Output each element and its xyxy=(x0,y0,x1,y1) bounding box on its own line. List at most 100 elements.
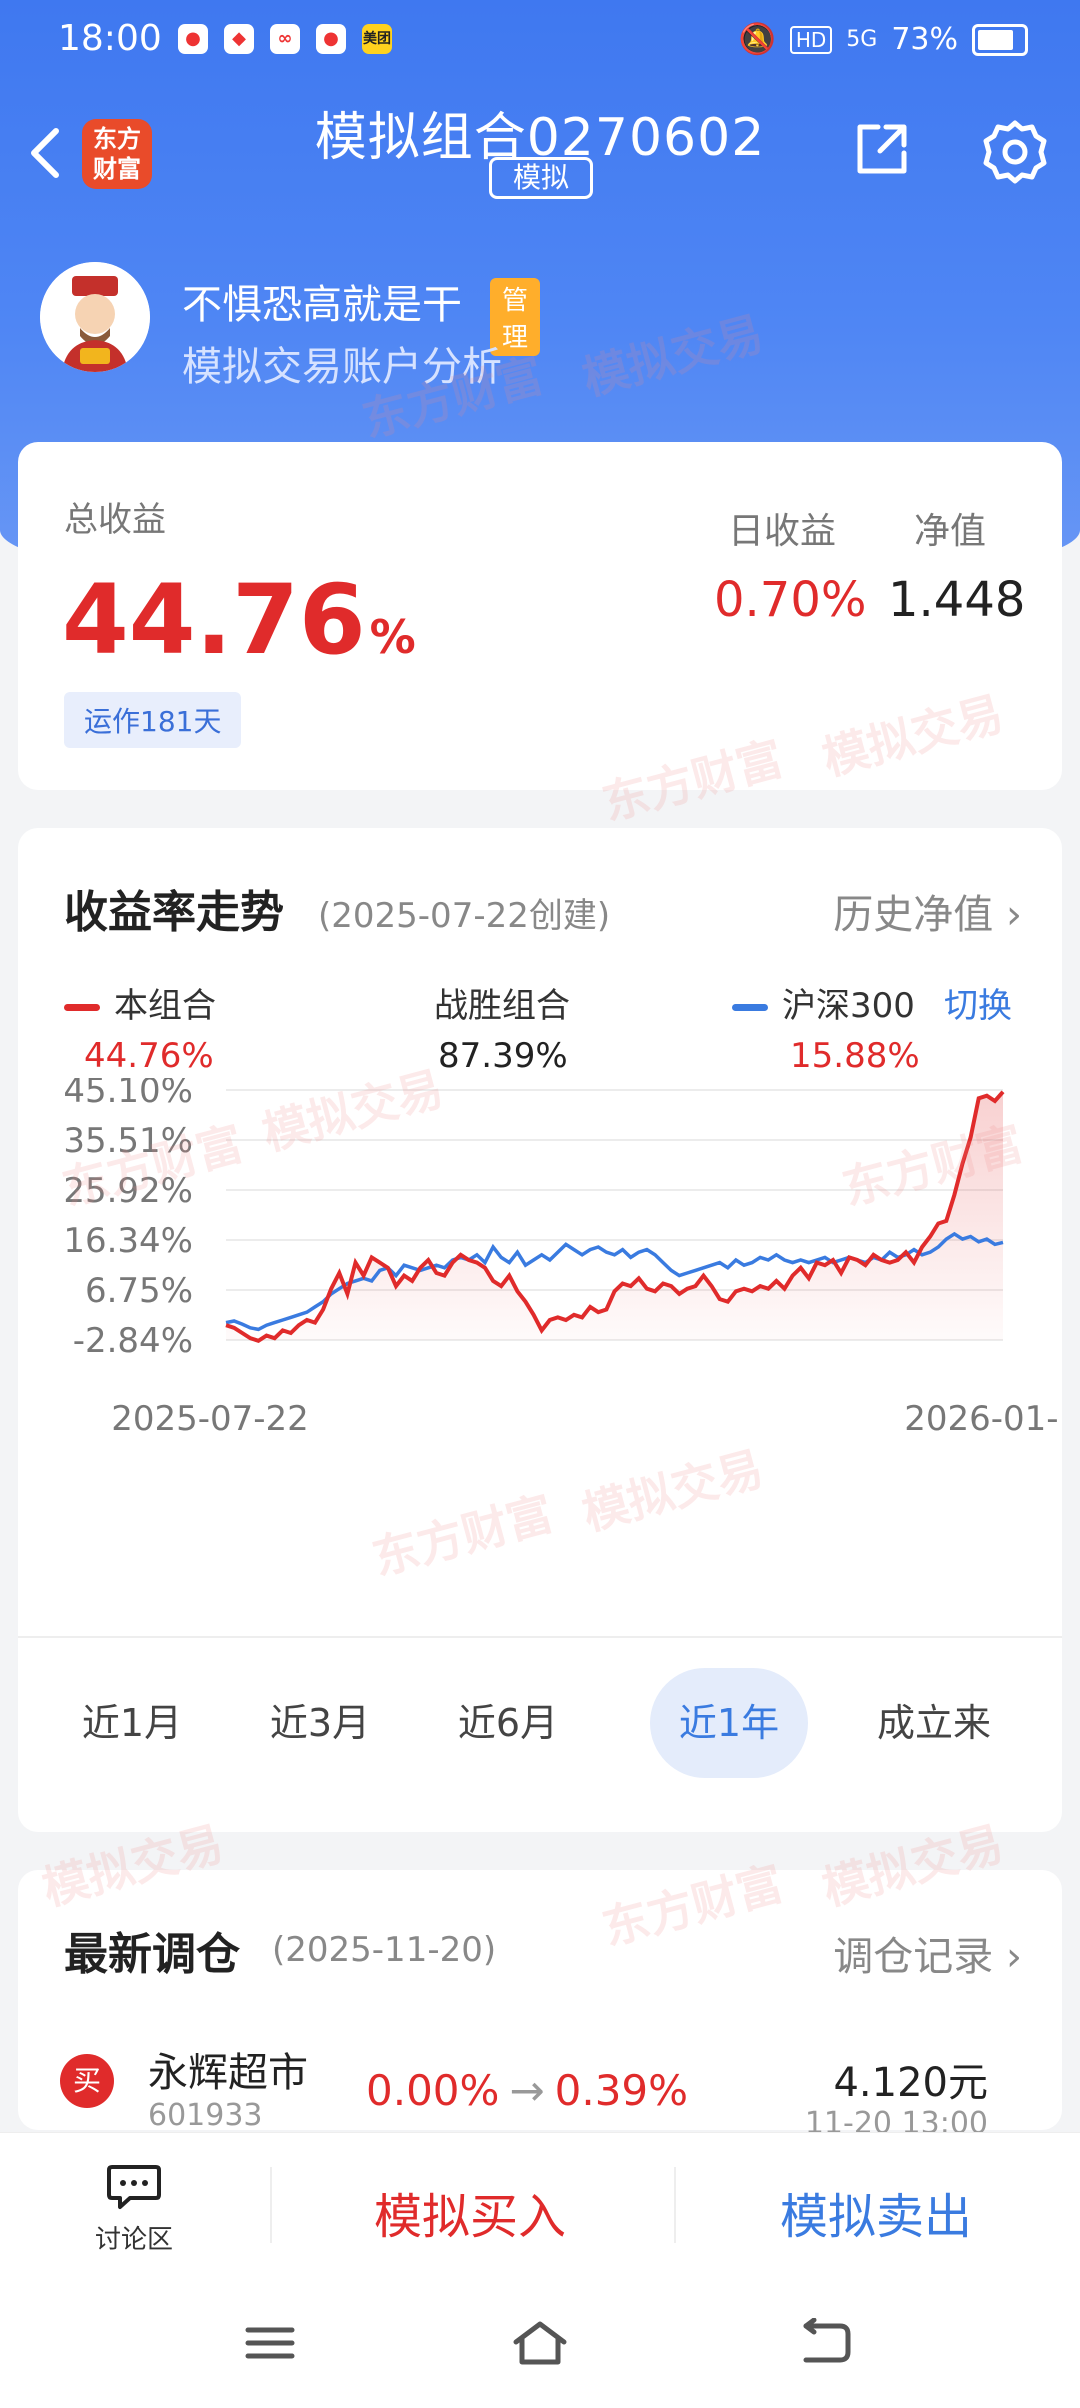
legend-beat: 战胜组合 87.39% xyxy=(434,978,570,1076)
legend-hs300[interactable]: 沪深300 15.88% xyxy=(732,978,920,1076)
chevron-right-icon: › xyxy=(1006,1934,1022,1980)
tab-1-month[interactable]: 近1月 xyxy=(81,1701,183,1745)
menu-nav-button[interactable] xyxy=(240,2318,300,2368)
status-time: 18:00 xyxy=(58,18,162,59)
trade-price: 4.120元 xyxy=(833,2060,988,2106)
rebalance-record-label: 调仓记录 xyxy=(833,1934,994,1980)
avatar[interactable] xyxy=(40,262,150,372)
avatar-image xyxy=(40,262,150,372)
tab-6-month[interactable]: 近6月 xyxy=(457,1701,559,1745)
simulation-tag: 模拟 xyxy=(489,157,593,199)
trend-card: 收益率走势 (2025-07-22创建) 历史净值 › 本组合 44.76% 战… xyxy=(18,828,1062,1832)
system-nav-bar xyxy=(0,2278,1080,2408)
x-tick-end: 2026-01-19 xyxy=(904,1399,1062,1438)
legend-portfolio-swatch xyxy=(64,1004,100,1011)
discussion-button[interactable]: 讨论区 xyxy=(70,2163,198,2256)
battery-percent: 73% xyxy=(891,22,958,57)
legend-portfolio[interactable]: 本组合 44.76% xyxy=(64,978,216,1076)
gear-icon xyxy=(983,120,1047,184)
notification-app-icon: ● xyxy=(178,24,208,54)
status-bar: 18:00 ● ◆ ∞ ● 美团 🔕 HD 5G 73% xyxy=(0,0,1080,90)
rebalance-date: (2025-11-20) xyxy=(272,1930,497,1970)
history-nav-link[interactable]: 历史净值 › xyxy=(833,882,1022,940)
tab-3-month[interactable]: 近3月 xyxy=(269,1701,371,1745)
nav-label: 净值 xyxy=(914,511,987,552)
chat-bubble-icon xyxy=(107,2165,161,2209)
nav-value: 1.448 xyxy=(888,572,1026,628)
notification-app-icon-2: ● xyxy=(316,24,346,54)
back-button[interactable] xyxy=(24,123,74,183)
chevron-right-icon: › xyxy=(1006,892,1022,938)
signal-icon: 5G xyxy=(846,27,878,52)
legend-portfolio-value: 44.76% xyxy=(84,1036,214,1076)
weight-change: 0.00% → 0.39% xyxy=(366,2066,688,2115)
bottom-action-bar: 讨论区 模拟买入 模拟卖出 xyxy=(0,2132,1080,2279)
x-tick-start: 2025-07-22 xyxy=(111,1399,309,1438)
separator xyxy=(270,2167,272,2243)
settings-button[interactable] xyxy=(980,117,1050,187)
battery-icon xyxy=(972,23,1028,56)
tab-since-inception[interactable]: 成立来 xyxy=(876,1701,991,1745)
back-nav-button[interactable] xyxy=(796,2317,856,2368)
y-tick-label: -2.84% xyxy=(73,1321,193,1361)
hd-icon: HD xyxy=(789,25,833,54)
period-tabs: 近1月 近3月 近6月 近1年 成立来 xyxy=(18,1668,1062,1778)
share-icon xyxy=(857,124,907,174)
map-app-icon: ◆ xyxy=(224,24,254,54)
y-tick-label: 35.51% xyxy=(63,1121,193,1161)
y-tick-label: 16.34% xyxy=(63,1221,193,1261)
menu-icon xyxy=(245,2327,295,2359)
chevron-left-icon xyxy=(31,128,59,178)
tab-1-year[interactable]: 近1年 xyxy=(650,1668,808,1778)
account-subtitle: 模拟交易账户分析 xyxy=(182,344,502,390)
discussion-label: 讨论区 xyxy=(94,2225,173,2255)
weight-from: 0.00% xyxy=(366,2066,500,2115)
legend-hs300-swatch xyxy=(732,1004,768,1011)
link-app-icon: ∞ xyxy=(270,24,300,54)
legend-hs300-name: 沪深300 xyxy=(782,986,915,1026)
status-app-icons: ● ◆ ∞ ● 美团 xyxy=(178,24,392,54)
series-line-portfolio xyxy=(225,1090,1005,1343)
arrow-right-icon: → xyxy=(509,2066,545,2115)
legend-beat-value: 87.39% xyxy=(438,1036,568,1076)
daily-return-label: 日收益 xyxy=(728,511,837,552)
trend-created-date: (2025-07-22创建) xyxy=(318,896,611,936)
return-chart[interactable]: 45.10% 35.51% 25.92% 16.34% 6.75% -2.84% 2025… xyxy=(18,1078,1062,1438)
total-return-unit: % xyxy=(369,610,416,664)
rebalance-title: 最新调仓 xyxy=(64,1929,240,1980)
simulate-sell-button[interactable]: 模拟卖出 xyxy=(779,2189,972,2245)
total-return-number: 44.76 xyxy=(62,564,366,676)
legend-hs300-value: 15.88% xyxy=(790,1036,920,1076)
summary-card: 总收益 44.76% 运作181天 日收益 净值 0.70% 1.448 xyxy=(18,442,1062,790)
divider xyxy=(18,1636,1062,1638)
legend-beat-name: 战胜组合 xyxy=(434,986,570,1026)
switch-benchmark-button[interactable]: 切换 xyxy=(944,986,1012,1026)
share-button[interactable] xyxy=(850,117,914,181)
simulate-buy-button[interactable]: 模拟买入 xyxy=(373,2189,566,2245)
weight-to: 0.39% xyxy=(554,2066,689,2115)
stock-code: 601933 xyxy=(148,2098,263,2133)
y-tick-label: 45.10% xyxy=(63,1078,193,1111)
trade-row[interactable]: 买 永辉超市 601933 0.00% → 0.39% 4.120元 11-20 1… xyxy=(18,2030,1062,2141)
home-nav-button[interactable] xyxy=(510,2318,570,2368)
return-icon xyxy=(803,2317,851,2363)
run-days-badge: 运作181天 xyxy=(64,692,242,748)
status-right: 🔕 HD 5G 73% xyxy=(738,22,1028,57)
y-tick-label: 6.75% xyxy=(85,1271,193,1311)
legend-portfolio-name: 本组合 xyxy=(114,986,216,1026)
history-nav-label: 历史净值 xyxy=(833,892,994,938)
total-return-label: 总收益 xyxy=(64,500,166,540)
buy-badge: 买 xyxy=(60,2054,114,2108)
daily-return-value: 0.70% xyxy=(714,572,867,628)
rebalance-card: 最新调仓 (2025-11-20) 调仓记录 › 买 永辉超市 601933 0… xyxy=(18,1870,1062,2141)
total-return-value: 44.76% xyxy=(62,564,416,676)
user-name: 不惧恐高就是干 xyxy=(182,282,462,328)
y-tick-label: 25.92% xyxy=(63,1171,193,1211)
brand-logo: 东方财富 xyxy=(82,119,152,189)
meituan-app-icon: 美团 xyxy=(362,24,392,54)
mute-bell-icon: 🔕 xyxy=(738,22,776,57)
separator xyxy=(674,2167,676,2243)
rebalance-record-link[interactable]: 调仓记录 › xyxy=(833,1924,1022,1982)
top-bar: 东方财富 模拟组合0270602 模拟 xyxy=(0,95,1080,215)
trend-title: 收益率走势 xyxy=(64,887,284,938)
